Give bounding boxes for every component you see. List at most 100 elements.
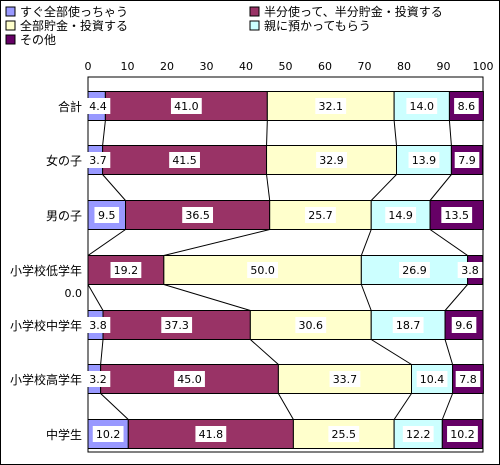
data-label: 41.8 [199, 428, 224, 441]
legend-label: すぐ全部使っちゃう [20, 4, 128, 19]
x-tick-label: 0 [85, 60, 92, 73]
data-label: 7.9 [458, 154, 476, 167]
data-label-box [408, 152, 440, 168]
series-line [370, 339, 412, 365]
series-line [370, 174, 397, 201]
bar-segment [429, 200, 484, 230]
data-label-box [305, 207, 336, 223]
data-label-box [416, 371, 448, 387]
x-tick-label: 10 [121, 60, 135, 73]
data-label: 25.5 [332, 428, 357, 441]
data-label-box [385, 207, 417, 223]
data-label: 18.7 [396, 319, 421, 332]
x-tick-label: 80 [397, 60, 411, 73]
data-label: 26.9 [402, 264, 427, 277]
series-line [448, 120, 452, 146]
x-tick-label: 20 [160, 60, 174, 73]
data-label: 4.4 [89, 100, 107, 113]
legend-swatch [249, 6, 260, 17]
data-label: 3.2 [89, 373, 107, 386]
x-tick-label: 60 [318, 60, 332, 73]
data-label: 32.9 [319, 154, 344, 167]
data-label-box [454, 152, 480, 168]
data-label-box [457, 262, 483, 278]
series-line [444, 339, 454, 365]
data-label-box [182, 207, 214, 223]
x-tick-label: 50 [279, 60, 293, 73]
data-label-box [316, 152, 347, 168]
series-line [441, 393, 454, 420]
data-label: 32.1 [318, 100, 343, 113]
data-label-box [85, 98, 111, 114]
data-label: 19.2 [114, 264, 139, 277]
series-line [102, 120, 106, 146]
category-label: 中学生 [46, 427, 82, 442]
data-label-box [94, 207, 120, 223]
data-label: 8.6 [458, 100, 476, 113]
data-label-box [85, 317, 111, 333]
data-label-box [406, 98, 438, 114]
legend-label: 全部貯金・投資する [20, 18, 128, 33]
data-label-box [315, 98, 347, 114]
series-line [100, 339, 104, 365]
category-label: 男の子 [46, 209, 82, 223]
legend-swatch [249, 20, 260, 31]
data-label-box [174, 371, 205, 387]
data-label-box [92, 426, 124, 442]
data-label: 7.8 [459, 373, 477, 386]
data-label-box [399, 262, 430, 278]
series-line [163, 284, 251, 311]
x-tick-label: 40 [239, 60, 253, 73]
legend-label: その他 [20, 33, 56, 47]
legend-label: 親に預かってもらう [264, 19, 371, 33]
series-line [87, 284, 104, 311]
x-tick-label: 30 [200, 60, 214, 73]
series-line [277, 393, 294, 420]
data-label-box [329, 371, 361, 387]
category-label: 小学校中学年 [10, 318, 82, 333]
series-line [393, 393, 412, 420]
zero-value-label: 0.0 [65, 287, 83, 300]
data-label: 45.0 [177, 373, 202, 386]
data-label-box [402, 426, 434, 442]
bar-segment [266, 145, 397, 175]
x-tick-label: 90 [437, 60, 451, 73]
data-label: 9.5 [98, 209, 116, 222]
data-label: 3.8 [89, 319, 107, 332]
data-label: 10.2 [96, 428, 121, 441]
data-label: 14.9 [388, 209, 413, 222]
data-label-box [455, 371, 481, 387]
data-label-box [161, 317, 193, 333]
legend-swatch [5, 6, 16, 17]
data-label: 3.8 [461, 264, 479, 277]
bar-segment [370, 200, 431, 230]
data-label: 41.0 [174, 100, 199, 113]
data-label: 36.5 [185, 209, 210, 222]
x-tick-label: 70 [358, 60, 372, 73]
data-label: 41.5 [172, 154, 197, 167]
series-line [100, 393, 129, 420]
data-label-box [85, 371, 111, 387]
data-label-box [392, 317, 424, 333]
data-label-box [247, 262, 278, 278]
legend-swatch [5, 20, 16, 31]
data-label-box [451, 317, 477, 333]
data-label-box [169, 152, 200, 168]
data-label: 25.7 [308, 209, 333, 222]
series-line [429, 229, 468, 256]
category-label: 女の子 [46, 153, 82, 168]
series-line [87, 229, 126, 256]
data-label: 37.3 [164, 319, 189, 332]
series-line [163, 229, 270, 256]
data-label-box [328, 426, 360, 442]
data-label: 30.6 [299, 319, 324, 332]
series-line [360, 229, 372, 256]
series-line [266, 174, 271, 201]
data-label-box [441, 207, 473, 223]
category-label: 小学校高学年 [10, 372, 82, 387]
data-label-box [195, 426, 227, 442]
series-line [250, 339, 279, 365]
data-label: 13.9 [412, 154, 437, 167]
x-tick-label: 100 [473, 60, 494, 73]
